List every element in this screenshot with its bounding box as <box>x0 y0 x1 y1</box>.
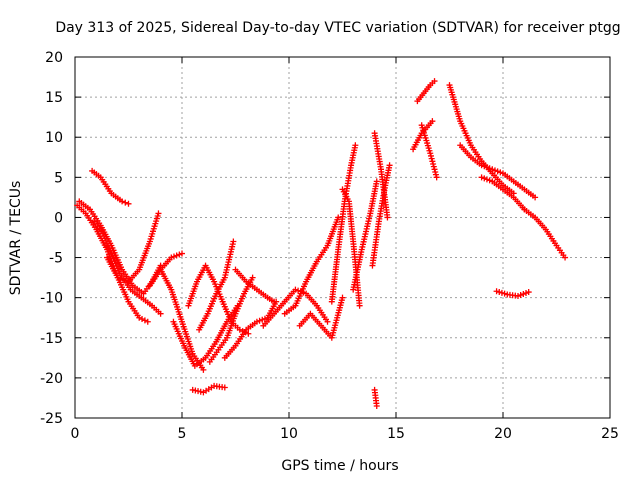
data-point <box>122 199 129 206</box>
x-tick-label: 25 <box>601 426 619 442</box>
data-point <box>117 275 124 282</box>
data-point <box>493 288 500 295</box>
data-point <box>432 168 439 175</box>
x-axis-label: GPS time / hours <box>281 458 398 474</box>
data-point <box>292 286 299 293</box>
data-point <box>256 317 263 324</box>
data-point <box>483 164 490 171</box>
data-point <box>532 194 539 201</box>
data-point <box>119 198 126 205</box>
y-tick-label: 0 <box>54 210 63 226</box>
x-tick-label: 5 <box>178 426 187 442</box>
data-point <box>432 171 439 178</box>
data-point <box>523 290 530 297</box>
data-point <box>324 318 331 325</box>
y-tick-label: -15 <box>40 331 63 347</box>
data-point <box>497 169 504 176</box>
data-point <box>430 160 437 167</box>
data-point <box>525 289 532 296</box>
data-point <box>478 174 485 181</box>
data-markers <box>74 78 569 409</box>
y-tick-label: -5 <box>49 251 63 267</box>
data-point <box>430 163 437 170</box>
data-point <box>486 177 493 184</box>
y-axis-label: SDTVAR / TECUs <box>8 181 24 296</box>
data-point <box>339 294 346 301</box>
data-point <box>335 214 342 221</box>
data-point <box>517 292 524 299</box>
data-point <box>141 317 148 324</box>
data-point <box>176 251 183 258</box>
data-point <box>427 152 434 159</box>
data-point <box>431 166 438 173</box>
axis-ticks: 0 5 10 15 20 25 -25 -20 -15 -10 -5 0 5 10 15 20 <box>40 50 619 442</box>
data-point <box>481 163 488 170</box>
y-tick-label: -10 <box>40 291 63 307</box>
data-point <box>261 315 268 322</box>
data-point <box>520 291 527 298</box>
data-point <box>386 162 393 169</box>
data-point <box>373 178 380 185</box>
data-point <box>428 155 435 162</box>
data-point <box>486 165 493 172</box>
data-point <box>514 293 521 300</box>
data-point <box>236 326 243 333</box>
x-tick-label: 0 <box>71 426 80 442</box>
data-point <box>221 384 228 391</box>
data-point <box>494 168 501 175</box>
data-point <box>483 176 490 183</box>
data-point <box>122 277 129 284</box>
data-point <box>489 166 496 173</box>
data-point <box>496 289 503 296</box>
data-point <box>427 150 434 157</box>
y-tick-label: 10 <box>45 130 63 146</box>
data-point <box>478 162 485 169</box>
y-tick-label: 20 <box>45 50 63 66</box>
data-point <box>144 318 151 325</box>
data-point <box>373 402 380 409</box>
data-point <box>501 290 508 297</box>
x-tick-label: 15 <box>387 426 405 442</box>
data-point <box>173 252 180 259</box>
data-point <box>352 142 359 149</box>
data-point <box>170 253 177 260</box>
x-tick-label: 10 <box>280 426 298 442</box>
data-point <box>253 318 260 325</box>
data-point <box>433 174 440 181</box>
data-point <box>562 254 569 261</box>
data-point <box>384 214 391 221</box>
y-tick-label: 15 <box>45 90 63 106</box>
data-point <box>179 250 185 257</box>
data-point <box>431 78 438 85</box>
data-point <box>429 158 436 165</box>
x-tick-label: 20 <box>494 426 512 442</box>
data-point <box>356 302 363 309</box>
data-point <box>157 310 164 317</box>
data-point <box>125 200 132 207</box>
data-point <box>491 167 498 174</box>
data-point <box>271 298 278 305</box>
data-point <box>245 330 252 337</box>
data-point <box>259 316 266 323</box>
data-point <box>249 274 256 281</box>
data-point <box>429 118 436 125</box>
y-tick-label: 5 <box>54 170 63 186</box>
data-point <box>230 238 237 245</box>
y-tick-label: -20 <box>40 371 63 387</box>
data-point <box>168 254 175 261</box>
y-tick-label: -25 <box>40 411 63 427</box>
data-point <box>498 289 505 296</box>
chart-title: Day 313 of 2025, Sidereal Day-to-day VTE… <box>55 20 620 36</box>
plot-frame <box>74 56 611 419</box>
data-point <box>481 175 488 182</box>
data-point <box>114 274 121 281</box>
data-point <box>139 316 146 323</box>
data-point <box>200 366 207 373</box>
data-point <box>136 314 143 321</box>
data-point <box>155 210 162 217</box>
data-point <box>120 276 127 283</box>
